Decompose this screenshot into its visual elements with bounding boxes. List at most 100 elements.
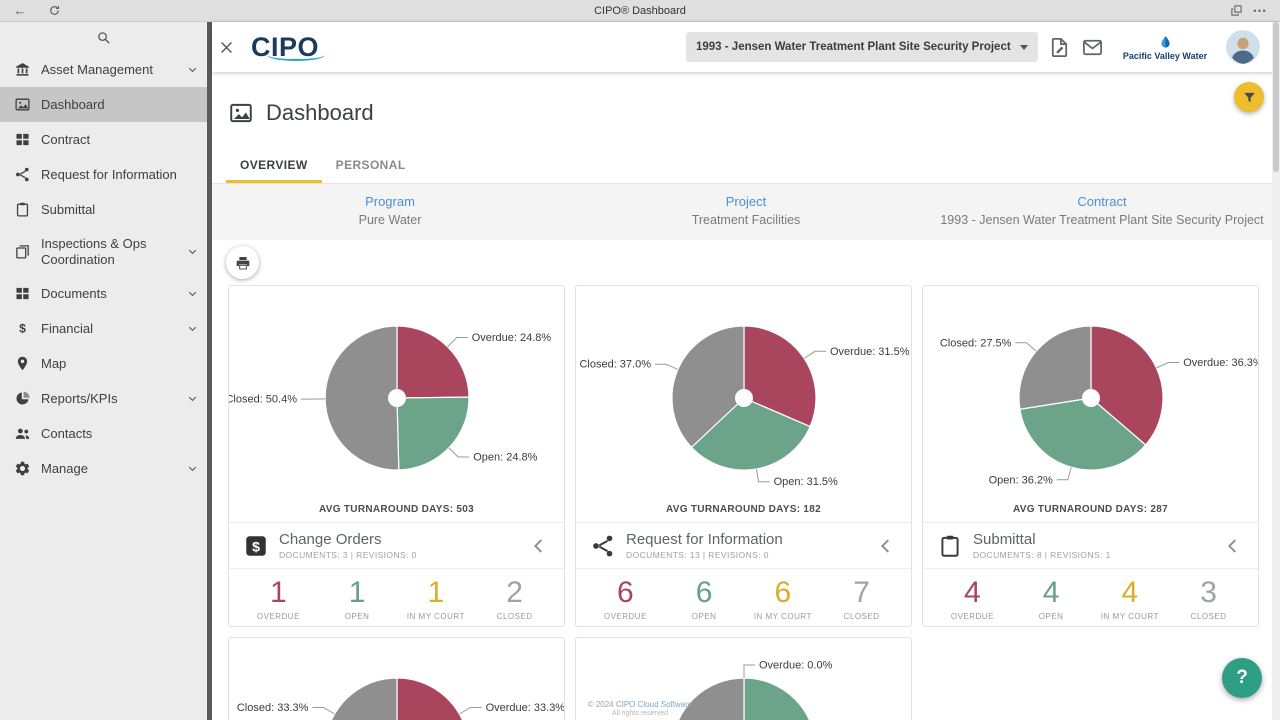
- tab-overview[interactable]: OVERVIEW: [226, 147, 322, 184]
- carousel-prev-button[interactable]: [1222, 535, 1244, 557]
- stat-label: OPEN: [344, 611, 370, 621]
- refresh-button[interactable]: [44, 3, 64, 19]
- stat-value: 4: [1042, 576, 1060, 610]
- pie-slice-closed: [331, 677, 398, 720]
- avg-turnaround-days: AVG TURNAROUND DAYS: 503: [318, 504, 474, 516]
- context-label-link[interactable]: Program: [365, 194, 415, 210]
- stat-label: CLOSED: [496, 611, 533, 621]
- water-drop-icon: [1160, 35, 1170, 48]
- printer-icon: [236, 256, 249, 270]
- map-pin-icon: [14, 355, 31, 372]
- sidebar-item-dashboard[interactable]: Dashboard: [0, 87, 207, 122]
- help-button[interactable]: ?: [1222, 658, 1262, 698]
- dashboard-card-change-orders: Overdue: 24.8% Open: 24.8% Closed: 50.4% AV…: [228, 285, 565, 628]
- browser-menu-button[interactable]: ⋯: [1252, 2, 1268, 18]
- browser-bar: ← CIPO® Dashboard ⋯: [0, 0, 1280, 22]
- contract-selector-value: 1993 - Jensen Water Treatment Plant Site…: [696, 41, 1011, 53]
- popout-button[interactable]: [1226, 3, 1246, 19]
- stat-value: 1: [270, 576, 287, 610]
- carousel-prev-button[interactable]: [528, 535, 550, 557]
- sidebar-search-button[interactable]: [0, 22, 207, 52]
- sidebar-item-contract[interactable]: Contract: [0, 122, 207, 157]
- bank-icon: [14, 61, 31, 78]
- card-subtitle: DOCUMENTS: 8 | REVISIONS: 1: [973, 550, 1111, 561]
- chevron-down-icon: [186, 322, 199, 335]
- pie-label-leader: [448, 448, 470, 458]
- page-scrollbar-thumb[interactable]: [1273, 22, 1279, 172]
- pie-slice-label: Open: 36.2%: [989, 475, 1053, 487]
- sidebar-item-label: Asset Management: [41, 61, 154, 77]
- contract-selector[interactable]: 1993 - Jensen Water Treatment Plant Site…: [686, 32, 1038, 62]
- dollar-square-icon: $: [243, 533, 269, 559]
- edit-document-button[interactable]: [1048, 36, 1071, 59]
- sidebar-item-asset-management[interactable]: Asset Management: [0, 52, 207, 87]
- pie-chart: Overdue: 0.0%: [678, 660, 833, 720]
- card-title: Request for Information: [626, 531, 783, 549]
- tab-personal[interactable]: PERSONAL: [335, 158, 406, 173]
- sidebar-item-request-for-information[interactable]: Request for Information: [0, 157, 207, 192]
- pie-chart: Overdue: 36.3% Open: 36.2% Closed: 27.5%: [940, 325, 1258, 487]
- grid-icon: [14, 131, 31, 148]
- sidebar-scrollbar[interactable]: [207, 22, 212, 720]
- card-title: Submittal: [973, 531, 1036, 549]
- context-label-link[interactable]: Project: [725, 194, 767, 210]
- avatar-image: [1226, 30, 1260, 64]
- filter-button[interactable]: [1234, 82, 1264, 112]
- sidebar-item-label: Documents: [41, 285, 107, 301]
- sidebar-item-inspections-ops-coordination[interactable]: Inspections & Ops Coordination: [0, 227, 207, 276]
- stat-open: 1 OPEN: [326, 577, 389, 626]
- card-meta: Change Orders DOCUMENTS: 3 | REVISIONS: 0: [279, 531, 417, 560]
- card-title-row: $ Change Orders DOCUMENTS: 3 | REVISIONS: …: [229, 522, 564, 568]
- stat-label: CLOSED: [843, 611, 880, 621]
- refresh-icon: [49, 5, 59, 15]
- sidebar-item-documents[interactable]: Documents: [0, 276, 207, 311]
- sidebar-item-label: Reports/KPIs: [41, 390, 118, 406]
- user-avatar[interactable]: [1226, 30, 1260, 64]
- pie-label-leader: [447, 337, 468, 348]
- print-button[interactable]: [226, 246, 259, 280]
- context-label-link[interactable]: Contract: [1077, 194, 1127, 210]
- stat-value: 4: [1121, 576, 1139, 610]
- card-stats: 4 OVERDUE 4 OPEN 4 IN MY COURT 3 CLOSED: [923, 568, 1258, 626]
- pie-label-leader: [655, 364, 679, 371]
- back-button[interactable]: ←: [13, 3, 27, 18]
- context-contract: Contract 1993 - Jensen Water Treatment Pl…: [924, 194, 1280, 227]
- sidebar-item-label: Contacts: [41, 425, 93, 441]
- topbar: CIPO 1993 - Jensen Water Treatment Plant…: [212, 22, 1280, 72]
- pie-slice-open: [396, 396, 470, 472]
- sidebar-item-submittal[interactable]: Submittal: [0, 192, 207, 227]
- sidebar-item-label: Dashboard: [41, 96, 105, 112]
- stat-value: 3: [1200, 576, 1217, 610]
- stat-open: 6 OPEN: [673, 577, 736, 626]
- avg-turnaround-days: AVG TURNAROUND DAYS: 287: [1012, 504, 1168, 516]
- sidebar-item-financial[interactable]: $ Financial: [0, 311, 207, 346]
- card-stats: 6 OVERDUE 6 OPEN 6 IN MY COURT 7 CLOSED: [576, 568, 911, 626]
- footer-copyright: © 2024 CIPO Cloud Software: [587, 700, 693, 709]
- page-scrollbar[interactable]: [1272, 22, 1280, 720]
- sidebar-item-reports-kpis[interactable]: Reports/KPIs: [0, 381, 207, 416]
- sidebar-item-label: Manage: [41, 460, 88, 476]
- sidebar-item-manage[interactable]: Manage: [0, 451, 207, 486]
- sidebar-item-contacts[interactable]: Contacts: [0, 416, 207, 451]
- svg-text:$: $: [19, 322, 26, 336]
- pie-slice-overdue: [743, 325, 817, 428]
- mail-icon: [1083, 39, 1102, 55]
- sidebar-item-map[interactable]: Map: [0, 346, 207, 381]
- stat-in-my-court: 1 IN MY COURT: [405, 576, 468, 626]
- mail-button[interactable]: [1081, 36, 1104, 59]
- pie-slice-label: Open: 24.8%: [473, 452, 537, 464]
- pie-slice-overdue: [396, 677, 463, 720]
- chevron-down-icon: [186, 462, 199, 475]
- pie-slice-open: [690, 397, 811, 472]
- pie-slice-overdue: [396, 325, 470, 400]
- pie-slice-label: Closed: 27.5%: [940, 338, 1012, 350]
- footer-brand-link[interactable]: CIPO Cloud Software: [615, 700, 693, 709]
- dashboard-card-request-for-information: Overdue: 31.5% Open: 31.5% Closed: 37.0% AV…: [575, 285, 912, 628]
- pie-label-leader: [755, 469, 770, 483]
- dashboard-card: Overdue: 33.3% Closed: 33.3%: [228, 637, 565, 720]
- close-sidebar-button[interactable]: [218, 39, 235, 56]
- dollar-icon: $: [14, 320, 31, 337]
- main-area: CIPO 1993 - Jensen Water Treatment Plant…: [212, 22, 1280, 720]
- stat-value: 1: [427, 576, 445, 610]
- carousel-prev-button[interactable]: [875, 535, 897, 557]
